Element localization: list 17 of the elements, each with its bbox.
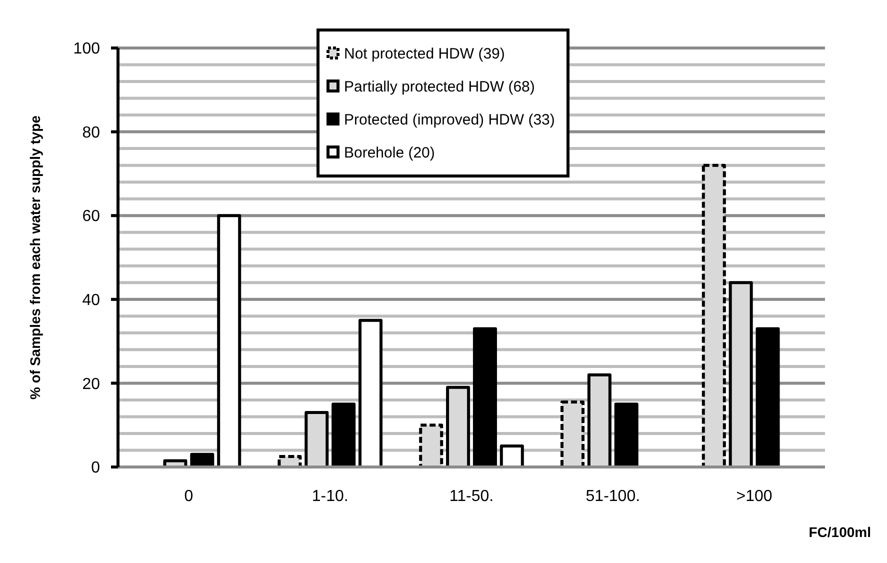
y-tick-label: 60 — [82, 208, 100, 226]
legend-label: Partially protected HDW (68) — [344, 78, 535, 96]
y-tick-label: 0 — [91, 460, 100, 477]
legend-label: Borehole (20) — [344, 144, 435, 162]
x-tick-label: 11-50. — [449, 488, 494, 505]
y-axis-title: % of Samples from each water supply type — [27, 115, 43, 400]
y-tick-label: 40 — [82, 292, 100, 309]
y-tick-label: 20 — [82, 376, 100, 393]
legend-label: Protected (improved) HDW (33) — [344, 111, 555, 128]
x-tick-label: >100 — [736, 488, 772, 505]
x-tick-label: 51-100. — [586, 488, 640, 505]
y-tick-label: 100 — [73, 40, 100, 58]
x-axis-title: FC/100ml — [808, 524, 871, 540]
x-tick-label: 1-10. — [312, 488, 348, 505]
y-tick-label: 80 — [82, 124, 100, 142]
x-tick-label: 0 — [184, 488, 194, 505]
legend-label: Not protected HDW (39) — [344, 45, 505, 62]
